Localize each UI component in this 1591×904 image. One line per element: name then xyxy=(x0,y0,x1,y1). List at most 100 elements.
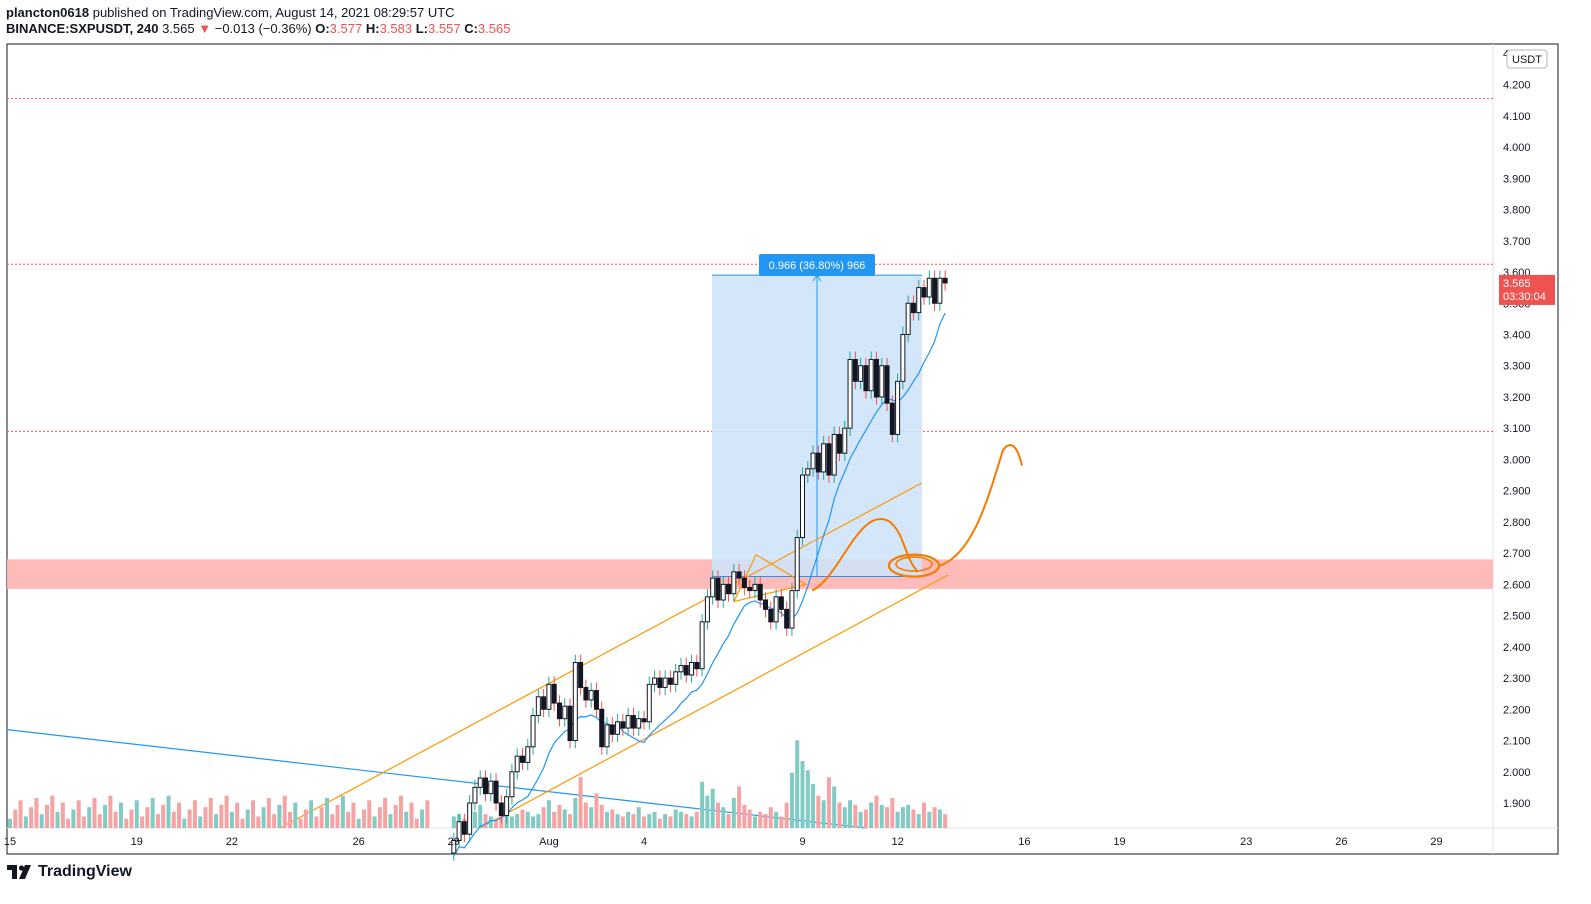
volume-bar xyxy=(937,809,942,828)
volume-bar xyxy=(383,797,388,828)
time-tick-label: 26 xyxy=(353,836,365,848)
volume-bar xyxy=(647,814,652,828)
publication-line: plancton0618 published on TradingView.co… xyxy=(6,5,455,20)
currency-badge[interactable] xyxy=(1506,49,1548,69)
volume-bar xyxy=(784,802,789,828)
volume-bar xyxy=(858,811,863,828)
volume-bar xyxy=(420,809,425,828)
candle-body xyxy=(895,380,901,435)
candle-body xyxy=(889,402,895,435)
volume-bar xyxy=(145,807,150,828)
volume-bar xyxy=(525,811,530,828)
volume-bar xyxy=(758,811,763,828)
volume-bar xyxy=(568,814,573,828)
channel-upper-line[interactable] xyxy=(279,482,923,829)
volume-bar xyxy=(531,816,536,828)
volume-bar xyxy=(23,816,28,828)
price-tick-label: 3.200 xyxy=(1503,392,1531,404)
volume-bar xyxy=(715,802,720,828)
volume-bar xyxy=(124,818,129,828)
bar-countdown-label: 03:30:04 xyxy=(1503,291,1546,303)
price-tick-label: 2.700 xyxy=(1503,548,1531,560)
volume-bar xyxy=(134,800,139,828)
candle-body xyxy=(588,690,594,701)
candle-body xyxy=(477,777,483,788)
volume-bar xyxy=(494,818,499,828)
candle-body xyxy=(599,708,605,748)
volume-bar xyxy=(118,802,123,828)
volume-bar xyxy=(922,802,927,828)
candle-body xyxy=(525,746,531,763)
projection-path-1[interactable] xyxy=(811,518,919,592)
candle-body xyxy=(873,358,879,398)
tradingview-logo-icon xyxy=(7,865,31,879)
volume-bar xyxy=(673,809,678,828)
candle-body xyxy=(778,596,784,610)
volume-bar xyxy=(842,807,847,828)
last-price: 3.565 xyxy=(162,21,195,36)
candle-body xyxy=(509,771,515,798)
candle-body xyxy=(498,802,504,817)
channel-lower-line[interactable] xyxy=(479,574,949,829)
tradingview-logo[interactable]: TradingView xyxy=(6,863,132,881)
candle-body xyxy=(514,755,520,773)
volume-bar xyxy=(515,814,520,828)
candle-body xyxy=(858,365,864,382)
volume-bar xyxy=(605,811,610,828)
time-tick-label: 19 xyxy=(1113,836,1125,848)
candle-body xyxy=(567,705,573,742)
volume-bar xyxy=(816,795,821,828)
price-tick-label: 2.300 xyxy=(1503,673,1531,685)
volume-bar xyxy=(251,800,256,828)
candle-body xyxy=(493,780,499,804)
volume-bar xyxy=(694,811,699,828)
volume-bar xyxy=(346,811,351,828)
volume-bar xyxy=(805,770,810,828)
volume-bar xyxy=(388,814,393,828)
volume-bar xyxy=(177,802,182,828)
volume-bar xyxy=(182,818,187,828)
candle-body xyxy=(710,577,716,598)
candle-body xyxy=(456,821,462,841)
candle-body xyxy=(773,596,779,623)
price-tick-label: 2.600 xyxy=(1503,579,1531,591)
volume-bar xyxy=(18,800,23,828)
volume-bar xyxy=(826,777,831,828)
candle-body xyxy=(831,433,837,476)
volume-bar xyxy=(8,818,12,828)
candle-body xyxy=(461,821,467,835)
volume-bar xyxy=(50,795,55,828)
volume-bar xyxy=(657,818,662,828)
candle-body xyxy=(821,443,827,473)
candle-body xyxy=(636,718,642,729)
volume-bar xyxy=(583,802,588,828)
candle-body xyxy=(932,277,938,304)
volume-bar xyxy=(171,811,176,828)
volume-bar xyxy=(293,802,298,828)
currency-label: USDT xyxy=(1512,54,1542,66)
plot-area[interactable]: 0.966 (36.80%) 966 xyxy=(6,43,1559,861)
candle-body xyxy=(578,661,584,688)
projection-path-2[interactable] xyxy=(939,444,1023,567)
volume-bar xyxy=(573,797,578,828)
candle-body xyxy=(741,577,747,588)
volume-bar xyxy=(277,804,282,828)
price-tick-label: 3.300 xyxy=(1503,361,1531,373)
projection-circle[interactable] xyxy=(887,553,941,578)
candle-body xyxy=(900,333,906,382)
candle-body xyxy=(747,586,753,592)
volume-bar xyxy=(848,800,853,828)
time-tick-label: 29 xyxy=(1430,836,1442,848)
candle-body xyxy=(583,686,589,701)
volume-bar xyxy=(594,793,599,828)
price-tick-label: 2.900 xyxy=(1503,486,1531,498)
volume-bar xyxy=(615,814,620,828)
time-tick-label: 22 xyxy=(226,836,238,848)
volume-bar xyxy=(879,804,884,828)
volume-bar xyxy=(700,781,705,828)
publisher-name[interactable]: plancton0618 xyxy=(6,5,90,20)
volume-bar xyxy=(763,814,768,828)
volume-bar xyxy=(414,818,419,828)
volume-bar xyxy=(361,809,366,828)
